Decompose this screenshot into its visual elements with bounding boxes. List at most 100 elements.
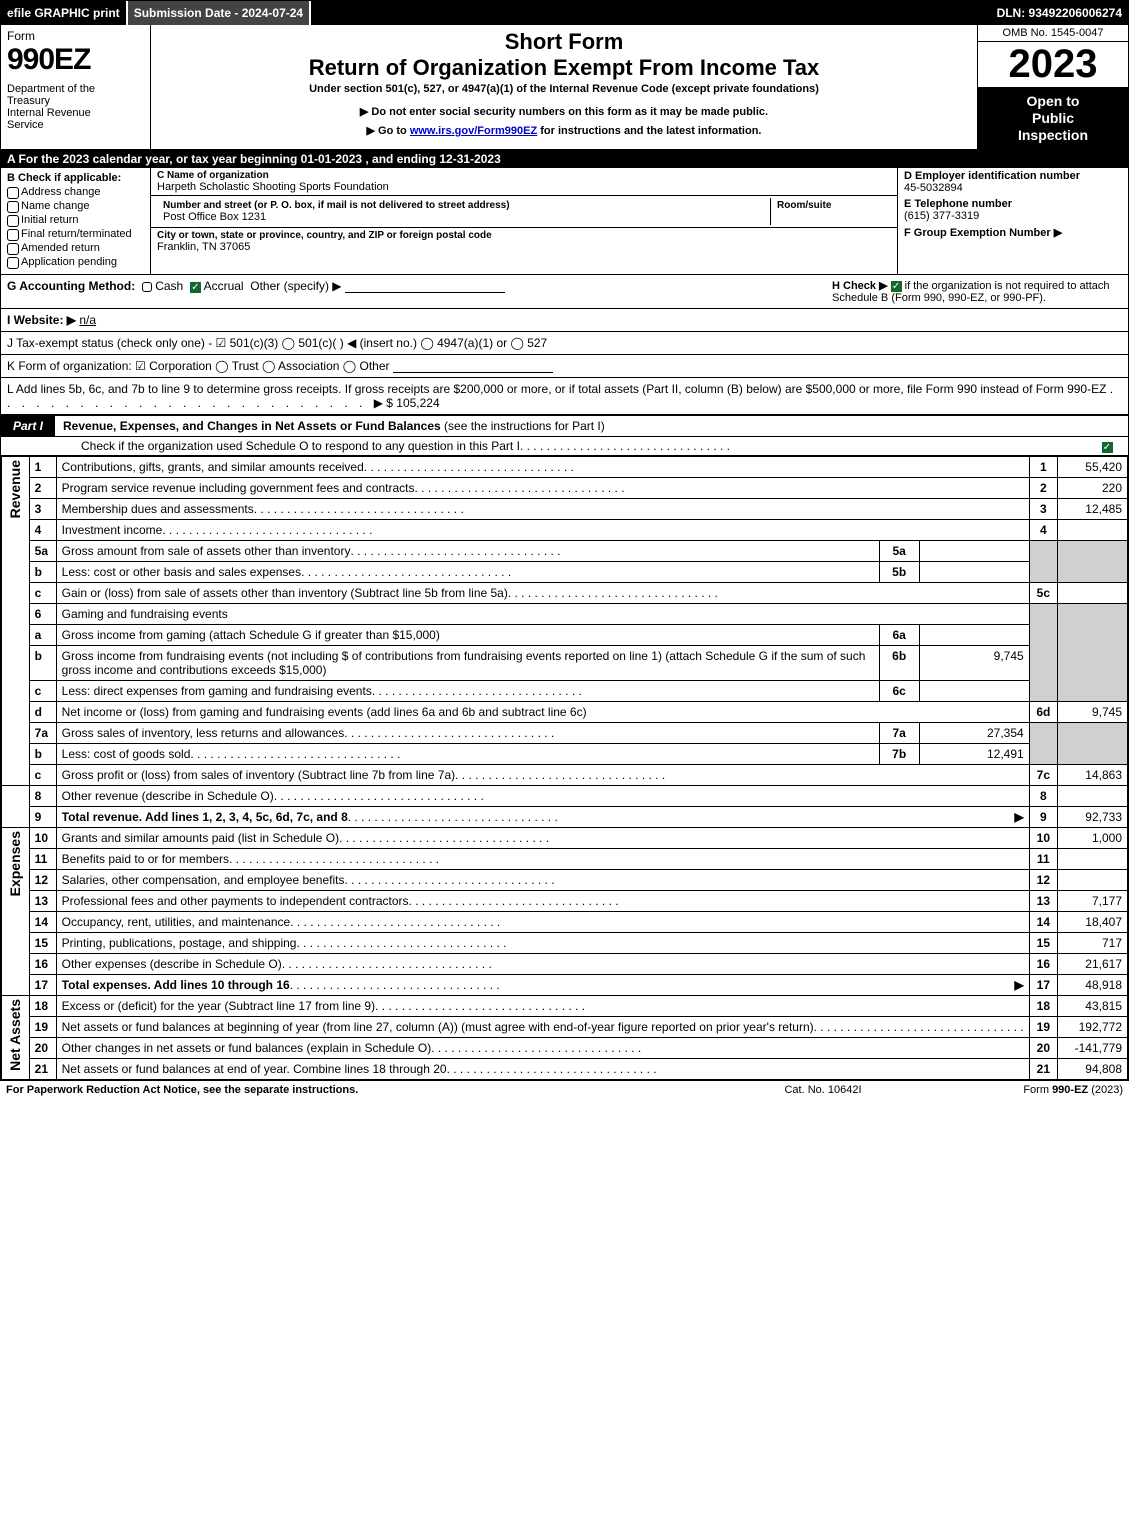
g-label: G Accounting Method:	[7, 279, 135, 293]
website-value: n/a	[79, 313, 96, 327]
part1-sub: Check if the organization used Schedule …	[1, 437, 1128, 456]
row-15: 15 Printing, publications, postage, and …	[2, 933, 1128, 954]
city-label: City or town, state or province, country…	[157, 230, 891, 241]
expenses-side-label: Expenses	[2, 828, 30, 996]
row-6c: c Less: direct expenses from gaming and …	[2, 681, 1128, 702]
l-text: L Add lines 5b, 6c, and 7b to line 9 to …	[7, 382, 1106, 396]
omb-number: OMB No. 1545-0047	[978, 25, 1128, 42]
part1-desc: Revenue, Expenses, and Changes in Net As…	[55, 415, 1128, 436]
col-d-ids: D Employer identification number 45-5032…	[898, 168, 1128, 274]
line-g-h: G Accounting Method: Cash ✓ Accrual Othe…	[1, 275, 1128, 309]
line-k: K Form of organization: ☑ Corporation ◯ …	[1, 355, 1128, 378]
under-section: Under section 501(c), 527, or 4947(a)(1)…	[159, 83, 969, 95]
line-l: L Add lines 5b, 6c, and 7b to line 9 to …	[1, 378, 1128, 415]
r1-desc: Contributions, gifts, grants, and simila…	[62, 460, 364, 474]
org-name-label: C Name of organization	[157, 170, 891, 181]
header-right: OMB No. 1545-0047 2023 Open toPublicInsp…	[978, 25, 1128, 149]
row-7c: c Gross profit or (loss) from sales of i…	[2, 765, 1128, 786]
org-name-block: C Name of organization Harpeth Scholasti…	[151, 168, 897, 196]
chk-accrual[interactable]: ✓	[190, 282, 201, 293]
r1-num: 1	[29, 457, 56, 478]
tax-year: 2023	[978, 42, 1128, 87]
k-text: K Form of organization: ☑ Corporation ◯ …	[7, 359, 390, 373]
short-form-title: Short Form	[159, 29, 969, 55]
chk-cash[interactable]	[142, 282, 152, 292]
row-1: Revenue 1 Contributions, gifts, grants, …	[2, 457, 1128, 478]
l-amount: ▶ $ 105,224	[374, 396, 440, 410]
g-cash: Cash	[155, 279, 183, 293]
chk-schedule-o[interactable]: ✓	[1102, 442, 1113, 453]
top-bar: efile GRAPHIC print Submission Date - 20…	[1, 1, 1128, 25]
open-to-public: Open toPublicInspection	[978, 87, 1128, 149]
shade-7	[1029, 723, 1057, 765]
ssn-warning: ▶ Do not enter social security numbers o…	[159, 105, 969, 118]
row-12: 12 Salaries, other compensation, and emp…	[2, 870, 1128, 891]
room-block: Room/suite	[771, 198, 891, 225]
header-center: Short Form Return of Organization Exempt…	[151, 25, 978, 149]
row-7a: 7a Gross sales of inventory, less return…	[2, 723, 1128, 744]
row-7b: b Less: cost of goods sold 7b 12,491	[2, 744, 1128, 765]
row-6: 6 Gaming and fundraising events	[2, 604, 1128, 625]
page-footer: For Paperwork Reduction Act Notice, see …	[0, 1081, 1129, 1099]
chk-name-change[interactable]: Name change	[7, 200, 144, 212]
chk-h[interactable]: ✓	[891, 281, 902, 292]
row-5a: 5a Gross amount from sale of assets othe…	[2, 541, 1128, 562]
chk-initial-return[interactable]: Initial return	[7, 214, 144, 226]
submission-date: Submission Date - 2024-07-24	[128, 1, 311, 25]
header-left: Form 990EZ Department of theTreasuryInte…	[1, 25, 151, 149]
shade-5	[1029, 541, 1057, 583]
row-14: 14 Occupancy, rent, utilities, and maint…	[2, 912, 1128, 933]
row-19: 19 Net assets or fund balances at beginn…	[2, 1017, 1128, 1038]
irs-link[interactable]: www.irs.gov/Form990EZ	[410, 125, 537, 137]
line-a: A For the 2023 calendar year, or tax yea…	[1, 150, 1128, 168]
street-block: Number and street (or P. O. box, if mail…	[157, 198, 771, 225]
footer-left: For Paperwork Reduction Act Notice, see …	[6, 1084, 723, 1096]
col-c-org-info: C Name of organization Harpeth Scholasti…	[151, 168, 898, 274]
ein-label: D Employer identification number	[904, 170, 1122, 182]
row-20: 20 Other changes in net assets or fund b…	[2, 1038, 1128, 1059]
chk-address-change[interactable]: Address change	[7, 186, 144, 198]
street-address: Post Office Box 1231	[163, 211, 764, 223]
line-j: J Tax-exempt status (check only one) - ☑…	[1, 332, 1128, 355]
part1-desc-bold: Revenue, Expenses, and Changes in Net As…	[63, 419, 444, 433]
row-6b: b Gross income from fundraising events (…	[2, 646, 1128, 681]
form-header: Form 990EZ Department of theTreasuryInte…	[1, 25, 1128, 150]
footer-right: Form 990-EZ (2023)	[923, 1084, 1123, 1096]
row-21: 21 Net assets or fund balances at end of…	[2, 1059, 1128, 1080]
row-10: Expenses 10 Grants and similar amounts p…	[2, 828, 1128, 849]
r1-ln: 1	[1029, 457, 1057, 478]
phone-label: E Telephone number	[904, 198, 1122, 210]
part1-sub-text: Check if the organization used Schedule …	[81, 439, 520, 453]
phone-value: (615) 377-3319	[904, 210, 1122, 222]
org-name: Harpeth Scholastic Shooting Sports Found…	[157, 181, 891, 193]
chk-amended-return[interactable]: Amended return	[7, 242, 144, 254]
form-990ez-page: efile GRAPHIC print Submission Date - 20…	[0, 0, 1129, 1081]
row-4: 4 Investment income 4	[2, 520, 1128, 541]
other-blank	[345, 281, 505, 293]
chk-application-pending[interactable]: Application pending	[7, 256, 144, 268]
row-8: 8 Other revenue (describe in Schedule O)…	[2, 786, 1128, 807]
chk-final-return[interactable]: Final return/terminated	[7, 228, 144, 240]
department-label: Department of theTreasuryInternal Revenu…	[7, 83, 144, 131]
group-label: F Group Exemption Number ▶	[904, 226, 1122, 239]
part1-tab: Part I	[1, 416, 55, 436]
row-6a: a Gross income from gaming (attach Sched…	[2, 625, 1128, 646]
addr-label: Number and street (or P. O. box, if mail…	[163, 200, 764, 211]
row-5c: c Gain or (loss) from sale of assets oth…	[2, 583, 1128, 604]
row-18: Net Assets 18 Excess or (deficit) for th…	[2, 996, 1128, 1017]
part1-table: Revenue 1 Contributions, gifts, grants, …	[1, 456, 1128, 1080]
row-5b: b Less: cost or other basis and sales ex…	[2, 562, 1128, 583]
row-3: 3 Membership dues and assessments 3 12,4…	[2, 499, 1128, 520]
col-b-label: B Check if applicable:	[7, 172, 144, 184]
dln: DLN: 93492206006274	[991, 1, 1128, 25]
goto-instructions: ▶ Go to www.irs.gov/Form990EZ for instru…	[159, 124, 969, 137]
row-6d: d Net income or (loss) from gaming and f…	[2, 702, 1128, 723]
row-13: 13 Professional fees and other payments …	[2, 891, 1128, 912]
line-i: I Website: ▶ n/a	[1, 309, 1128, 332]
goto-pre: ▶ Go to	[367, 125, 410, 137]
part1-header: Part I Revenue, Expenses, and Changes in…	[1, 415, 1128, 437]
form-word: Form	[7, 29, 144, 43]
g-accrual: Accrual	[204, 279, 244, 293]
city-block: City or town, state or province, country…	[151, 228, 897, 255]
return-title: Return of Organization Exempt From Incom…	[159, 55, 969, 81]
